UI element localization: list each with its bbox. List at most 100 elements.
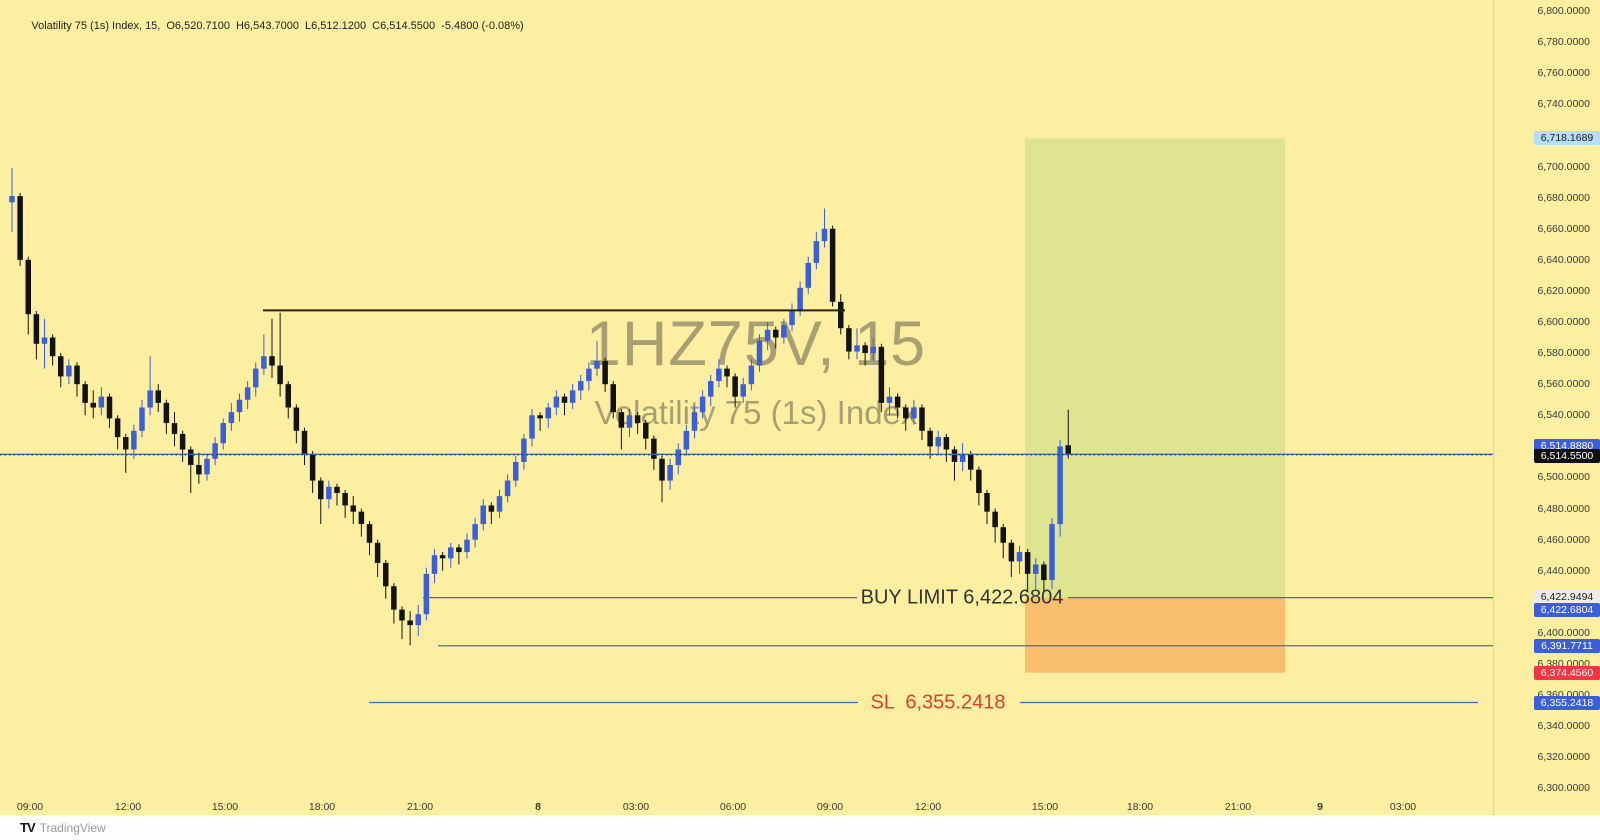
price-tick-label: 6,700.0000: [1537, 160, 1590, 173]
price-axis-chip: 6,355.2418: [1534, 695, 1600, 710]
candle-body: [643, 423, 649, 439]
price-tick-label: 6,640.0000: [1537, 253, 1590, 266]
sl-label[interactable]: SL 6,355.2418: [870, 691, 1006, 713]
candle-body: [683, 430, 690, 450]
buy-limit-label[interactable]: BUY LIMIT 6,422.6804: [860, 586, 1064, 609]
time-tick-label: 8: [535, 801, 541, 813]
time-tick-label: 15:00: [211, 801, 239, 813]
price-axis[interactable]: 6,800.0000 6,780.0000 6,760.0000 6,740.0000…: [1493, 0, 1600, 815]
candle-body: [659, 458, 665, 481]
candle-body: [431, 555, 438, 574]
candle-body: [764, 329, 771, 341]
price-axis-chip: 6,718.1689: [1534, 131, 1600, 146]
candle-body: [342, 493, 348, 506]
candle-body: [439, 555, 446, 559]
candlestick-canvas[interactable]: [0, 0, 1493, 815]
time-tick-label: 12:00: [114, 801, 142, 813]
candle-body: [212, 443, 218, 459]
candle-body: [1065, 445, 1071, 455]
candle-body: [448, 547, 454, 559]
candle-body: [504, 480, 511, 497]
candle-body: [553, 396, 560, 408]
chart-pane[interactable]: 1HZ75V, 15 Volatility 75 (1s) Index BUY …: [0, 0, 1493, 815]
candle-body: [220, 423, 226, 444]
candle-body: [277, 365, 283, 385]
candle-body: [285, 384, 291, 408]
candle-body: [878, 346, 885, 403]
price-tick-label: 6,460.0000: [1537, 533, 1590, 546]
candle-body: [773, 329, 779, 338]
time-tick-label: 12:00: [914, 801, 942, 813]
candle-body: [293, 407, 300, 431]
candle-body: [529, 415, 535, 439]
long-position-stop-zone[interactable]: [1025, 597, 1285, 673]
candle-body: [334, 486, 340, 494]
candle-body: [496, 496, 503, 512]
time-axis[interactable]: 09:00 12:00 15:00 18:00 21:00 8 03:00 06:00 09:0…: [0, 798, 1493, 815]
candle-body: [9, 196, 15, 203]
price-tick-label: 6,400.0000: [1537, 626, 1590, 639]
candle-body: [131, 430, 137, 450]
candle-body: [626, 415, 633, 428]
price-tick-label: 6,600.0000: [1537, 316, 1590, 328]
tradingview-logo[interactable]: TV TradingView: [20, 820, 106, 835]
candle-body: [366, 524, 373, 543]
tradingview-logo-icon: TV: [20, 820, 36, 835]
candle-body: [667, 465, 673, 481]
candle-body: [578, 381, 584, 391]
candle-body: [984, 493, 990, 512]
time-tick-label: 03:00: [622, 801, 650, 813]
candle-body: [634, 415, 641, 424]
candle-body: [407, 620, 413, 626]
candle-body: [318, 480, 324, 500]
candle-body: [74, 365, 80, 385]
candle-body: [1024, 552, 1031, 574]
candle-body: [49, 337, 56, 357]
price-tick-label: 6,540.0000: [1537, 409, 1590, 422]
time-tick-label: 03:00: [1389, 801, 1417, 813]
candle-body: [147, 390, 153, 408]
price-tick-label: 6,300.0000: [1537, 782, 1590, 795]
price-tick-label: 6,800.0000: [1537, 5, 1590, 18]
candle-body: [269, 356, 275, 366]
legend-value: L6,512.1200: [304, 20, 367, 32]
candle-body: [951, 449, 958, 462]
candle-body: [350, 505, 356, 512]
candle-body: [829, 228, 836, 302]
candle-body: [114, 418, 121, 438]
price-tick-label: 6,660.0000: [1537, 222, 1590, 235]
price-axis-chip: 6,422.6804: [1534, 603, 1600, 617]
candle-body: [17, 196, 23, 260]
price-tick-label: 6,620.0000: [1537, 284, 1590, 297]
candle-body: [976, 469, 982, 494]
long-position-profit-zone[interactable]: [1025, 138, 1285, 598]
candle-body: [968, 454, 974, 470]
time-tick-label: 21:00: [1224, 801, 1252, 813]
candle-body: [1057, 446, 1063, 525]
candle-body: [33, 314, 40, 344]
candle-body: [98, 396, 105, 408]
legend-symbol-title[interactable]: Volatility 75 (1s) Index, 15,: [31, 20, 161, 32]
legend-value: C6,514.5500: [372, 20, 436, 32]
candle-body: [903, 407, 909, 419]
candle-body: [415, 614, 421, 626]
candle-body: [423, 573, 430, 615]
candle-body: [1033, 564, 1039, 574]
candle-body: [675, 449, 681, 466]
candle-body: [228, 412, 235, 424]
candle-body: [399, 609, 405, 621]
candle-body: [594, 360, 600, 369]
candle-body: [781, 325, 787, 338]
price-tick-label: 6,440.0000: [1537, 564, 1590, 577]
candle-body: [691, 412, 698, 431]
candle-body: [797, 287, 803, 310]
candle-body: [740, 384, 746, 397]
candle-body: [1049, 524, 1055, 581]
candle-body: [66, 365, 72, 377]
candle-body: [90, 402, 96, 408]
candle-body: [139, 407, 145, 431]
time-tick-label: 09:00: [16, 801, 44, 813]
candle-body: [513, 461, 519, 481]
candle-body: [204, 458, 210, 475]
price-tick-label: 6,760.0000: [1537, 67, 1590, 80]
